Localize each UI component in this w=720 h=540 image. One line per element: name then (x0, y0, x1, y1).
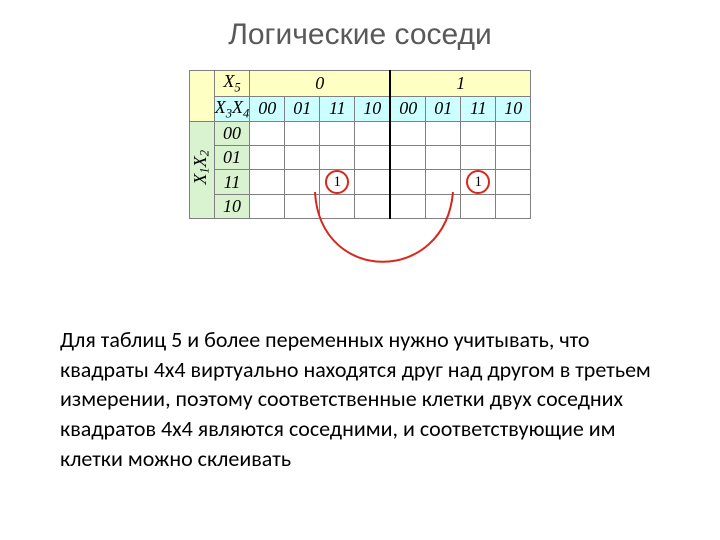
mark-cell-left: 1 (320, 170, 355, 195)
row-code: 00 (214, 122, 250, 146)
col-code: 11 (461, 96, 496, 122)
kmap-table: X5 0 1 X3X4 00 01 11 10 00 01 11 10 X1X2… (189, 70, 532, 219)
x5-val-1: 1 (390, 71, 531, 97)
col-code: 00 (390, 96, 426, 122)
mark-cell-right: 1 (461, 170, 496, 195)
col-code: 01 (426, 96, 461, 122)
explanation-paragraph: Для таблиц 5 и более переменных нужно уч… (60, 325, 660, 473)
col-code: 01 (285, 96, 320, 122)
x1x2-label: X1X2 (189, 122, 214, 219)
kmap-container: X5 0 1 X3X4 00 01 11 10 00 01 11 10 X1X2… (170, 70, 550, 219)
col-code: 00 (250, 96, 285, 122)
x5-label: X5 (214, 71, 250, 97)
row-code: 11 (214, 170, 250, 195)
x5-val-0: 0 (250, 71, 391, 97)
page-title: Логические соседи (0, 0, 720, 52)
col-code: 11 (320, 96, 355, 122)
x3x4-label: X3X4 (214, 96, 250, 122)
row-code: 10 (214, 195, 250, 219)
col-code: 10 (355, 96, 391, 122)
col-code: 10 (496, 96, 531, 122)
row-code: 01 (214, 146, 250, 170)
